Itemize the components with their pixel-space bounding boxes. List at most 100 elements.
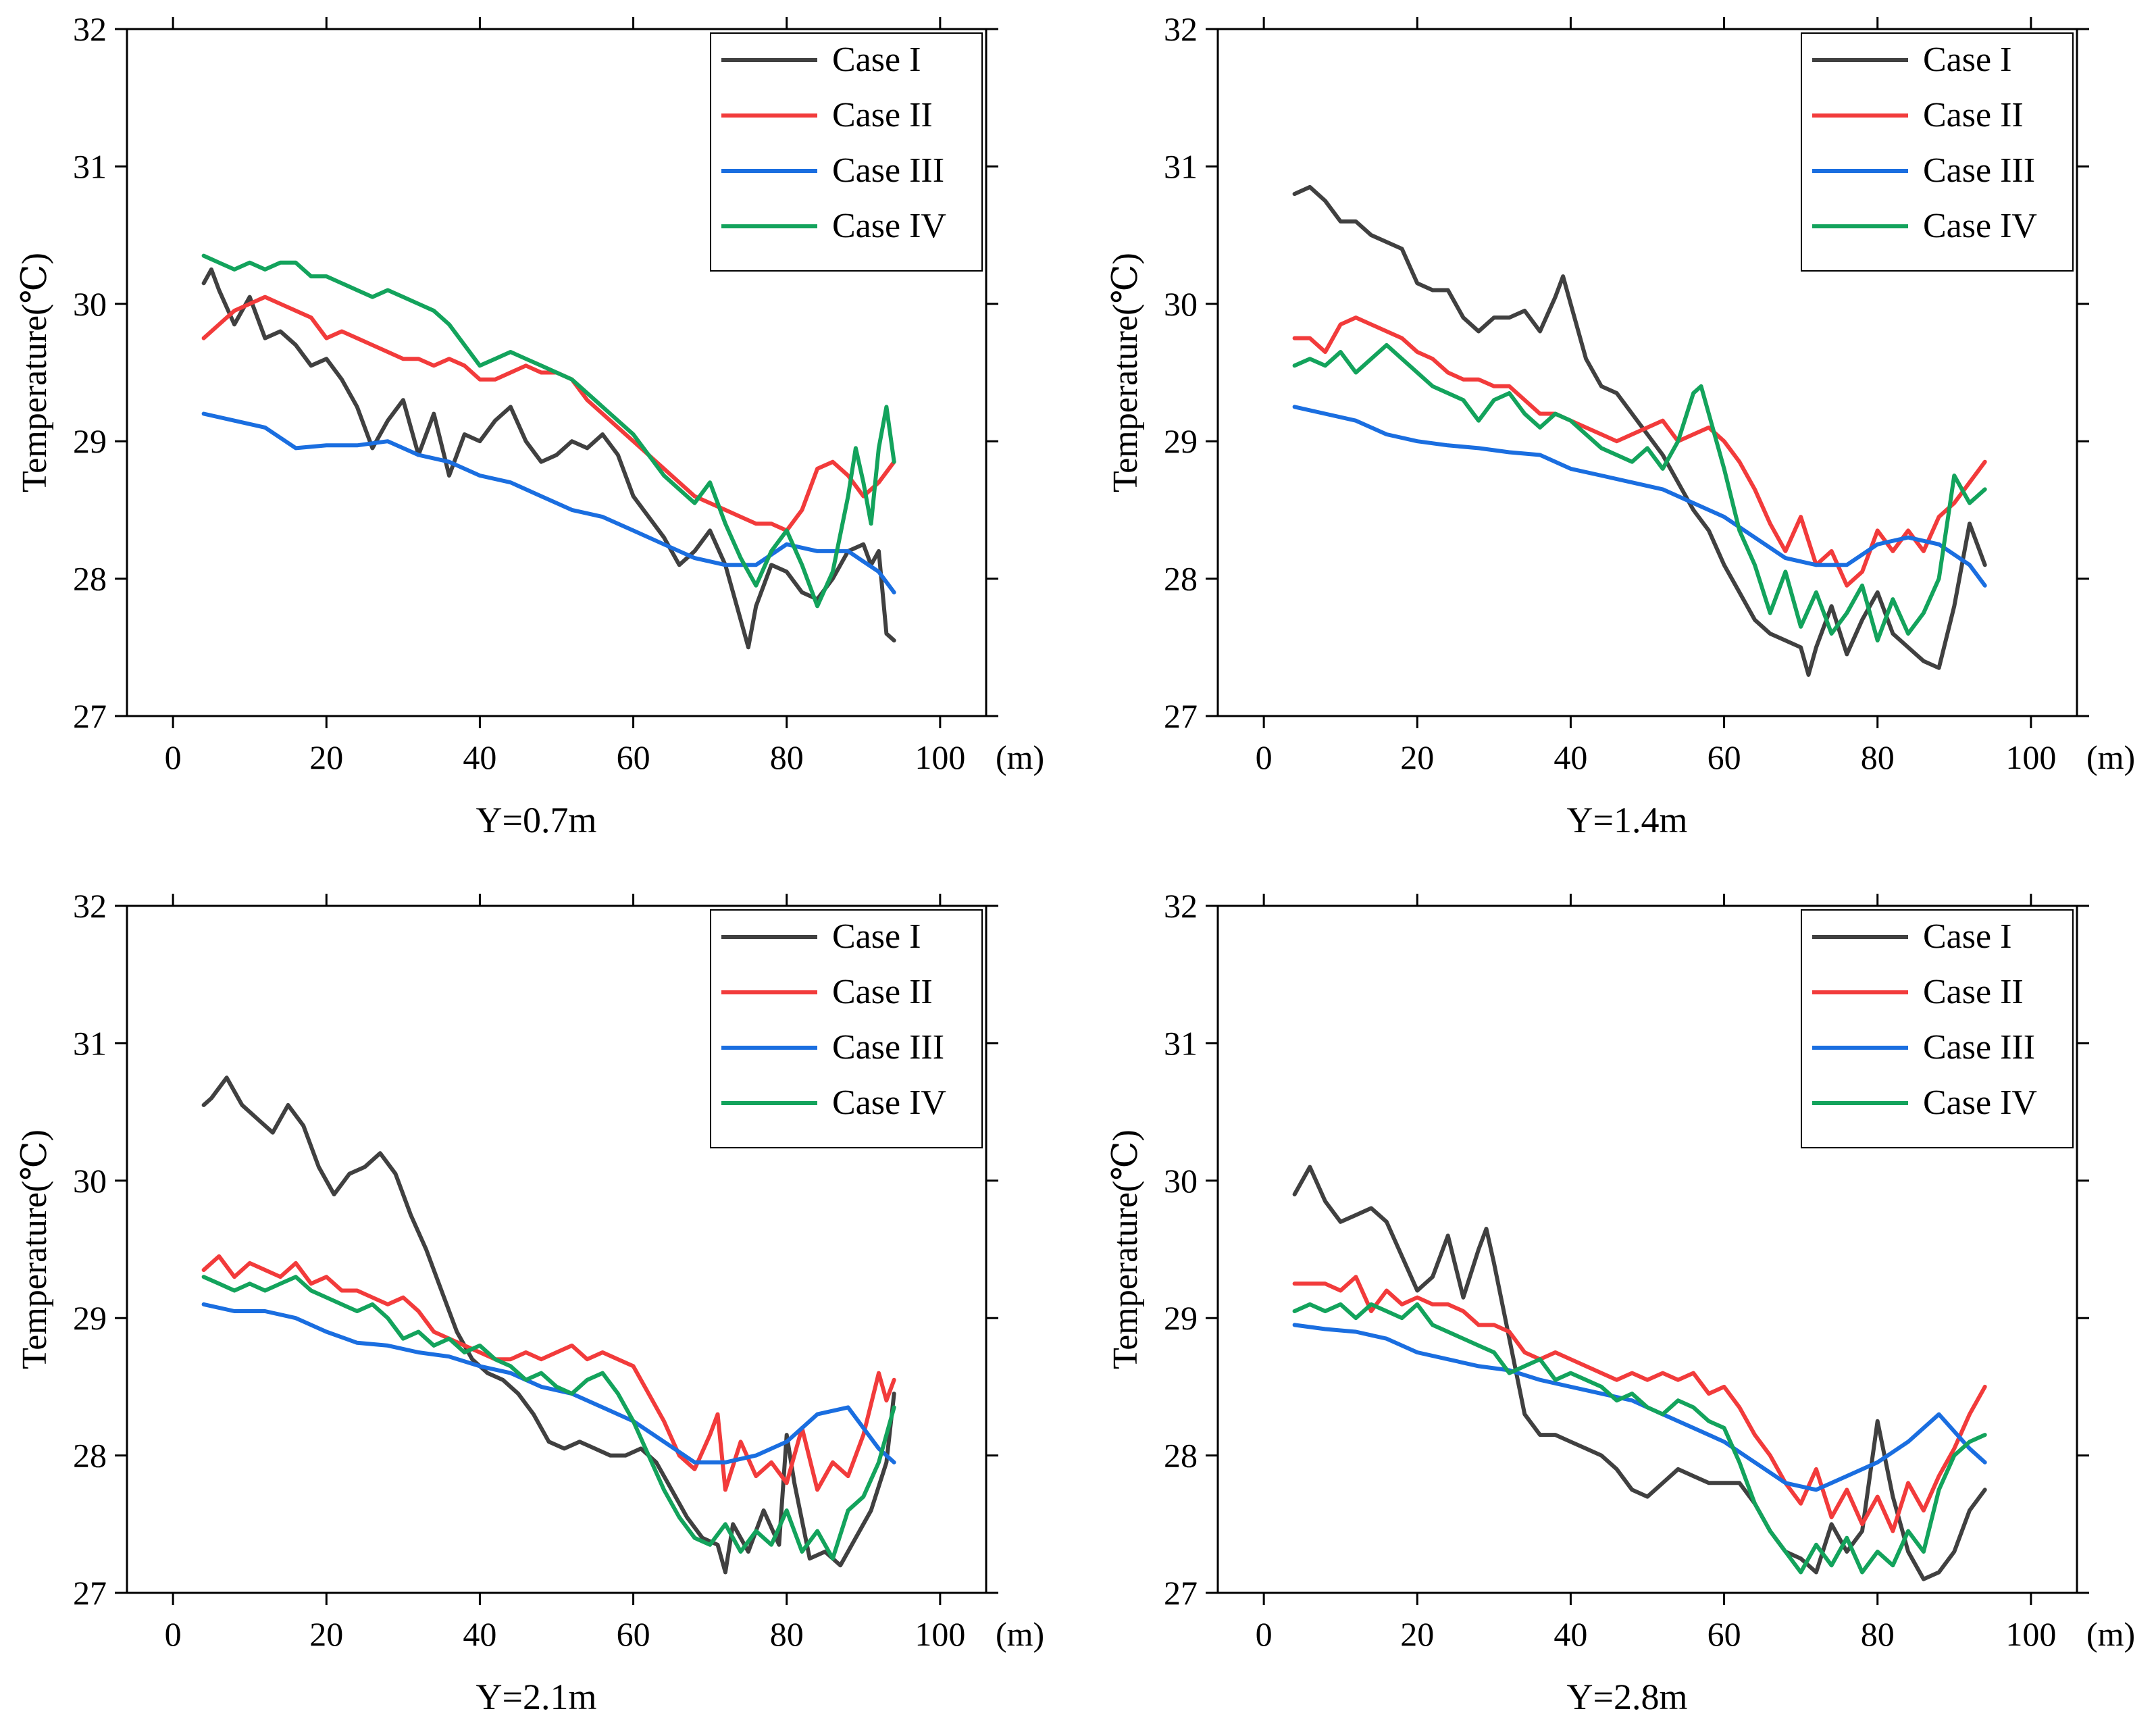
series-line-case-4	[201, 253, 896, 609]
series-line-case-3	[201, 1302, 896, 1465]
y-axis-label: Temperature(℃)	[16, 253, 54, 492]
legend-label-case-2: Case II	[832, 973, 933, 1011]
series-line-case-2	[201, 295, 896, 533]
series-line-case-3	[1292, 1323, 1987, 1492]
y-tick-label: 30	[1164, 285, 1198, 323]
legend-label-case-1: Case I	[832, 917, 921, 956]
chart-title: Y=1.4m	[1567, 800, 1688, 840]
series-line-case-4	[1292, 1302, 1987, 1575]
x-tick-label: 100	[915, 738, 965, 776]
legend-label-case-2: Case II	[1923, 96, 2024, 134]
series-line-case-1	[1292, 1165, 1987, 1581]
x-tick-label: 20	[1400, 738, 1434, 776]
plot-frame	[126, 28, 987, 717]
y-tick-label: 29	[1164, 1299, 1198, 1337]
x-tick-label: 60	[1708, 1615, 1741, 1653]
series-line-case-4	[201, 1275, 896, 1561]
legend-label-case-1: Case I	[832, 41, 921, 79]
y-axis-label: Temperature(℃)	[1106, 1129, 1145, 1369]
legend-frame	[710, 909, 983, 1148]
series-line-case-4	[1292, 342, 1987, 643]
x-tick-label: 60	[617, 738, 650, 776]
legend-label-case-3: Case III	[1923, 1028, 2035, 1067]
x-tick-label: 80	[1861, 1615, 1895, 1653]
plot-frame	[1216, 28, 2078, 717]
legend-label-case-3: Case III	[1923, 151, 2035, 190]
chart-panel-1: 0 20 40 60 80 100 27 28 29 30 31 32 (m) Temperature(℃…	[16, 10, 1044, 840]
legend-frame	[710, 32, 983, 272]
y-tick-label: 28	[1164, 1437, 1198, 1475]
chart-title: Y=2.8m	[1567, 1677, 1688, 1717]
x-axis-label: (m)	[2086, 1615, 2135, 1653]
series-line-case-2	[1292, 1275, 1987, 1533]
y-tick-label: 28	[73, 1437, 107, 1475]
x-tick-label: 40	[463, 738, 496, 776]
x-tick-label: 20	[1400, 1615, 1434, 1653]
legend-label-case-3: Case III	[832, 1028, 944, 1067]
legend-label-case-4: Case IV	[1923, 207, 2037, 245]
legend: Case I Case II Case III Case IV	[710, 32, 983, 272]
x-tick-label: 60	[1708, 738, 1741, 776]
series-group	[201, 1075, 896, 1575]
x-tick-label: 80	[770, 1615, 804, 1653]
legend-label-case-2: Case II	[832, 96, 933, 134]
y-axis-label: Temperature(℃)	[16, 1129, 54, 1369]
y-tick-label: 27	[1164, 1574, 1198, 1612]
series-line-case-1	[201, 1075, 896, 1575]
chart-title: Y=2.1m	[476, 1677, 597, 1717]
y-tick-label: 31	[73, 147, 107, 185]
x-tick-label: 60	[617, 1615, 650, 1653]
x-tick-label: 0	[1256, 1615, 1273, 1653]
x-tick-label: 100	[2005, 1615, 2056, 1653]
chart-panel-3: 0 20 40 60 80 100 27 28 29 30 31 32 (m) Temperature(℃…	[16, 887, 1044, 1717]
y-axis-label: Temperature(℃)	[1106, 253, 1145, 492]
series-line-case-2	[201, 1254, 896, 1492]
y-tick-label: 30	[1164, 1162, 1198, 1200]
y-tick-label: 27	[1164, 697, 1198, 735]
y-tick-label: 29	[73, 422, 107, 460]
series-group	[1292, 184, 1987, 677]
x-axis-label: (m)	[996, 1615, 1044, 1653]
legend-frame	[1801, 32, 2074, 272]
y-tick-label: 27	[73, 1574, 107, 1612]
x-tick-label: 40	[1554, 738, 1587, 776]
legend-frame	[1801, 909, 2074, 1148]
x-tick-label: 0	[165, 738, 182, 776]
y-tick-label: 28	[1164, 560, 1198, 598]
legend-label-case-3: Case III	[832, 151, 944, 190]
y-tick-label: 30	[73, 285, 107, 323]
y-tick-label: 30	[73, 1162, 107, 1200]
series-line-case-3	[201, 411, 896, 594]
legend: Case I Case II Case III Case IV	[1801, 909, 2074, 1148]
y-tick-label: 31	[1164, 147, 1198, 185]
x-tick-label: 0	[1256, 738, 1273, 776]
y-tick-label: 31	[1164, 1024, 1198, 1062]
x-tick-label: 40	[463, 1615, 496, 1653]
legend-label-case-4: Case IV	[832, 207, 946, 245]
y-tick-label: 31	[73, 1024, 107, 1062]
legend-label-case-4: Case IV	[832, 1084, 946, 1122]
legend-label-case-2: Case II	[1923, 973, 2024, 1011]
y-tick-label: 29	[1164, 422, 1198, 460]
legend-label-case-1: Case I	[1923, 41, 2011, 79]
series-line-case-1	[1292, 184, 1987, 677]
plot-frame	[1216, 905, 2078, 1594]
y-tick-label: 28	[73, 560, 107, 598]
legend-label-case-1: Case I	[1923, 917, 2011, 956]
legend-label-case-4: Case IV	[1923, 1084, 2037, 1122]
x-tick-label: 0	[165, 1615, 182, 1653]
x-tick-label: 80	[1861, 738, 1895, 776]
legend: Case I Case II Case III Case IV	[710, 909, 983, 1148]
x-tick-label: 20	[309, 738, 343, 776]
chart-title: Y=0.7m	[476, 800, 597, 840]
chart-panel-4: 0 20 40 60 80 100 27 28 29 30 31 32 (m) Temperature(℃…	[1106, 887, 2135, 1717]
y-tick-label: 32	[73, 887, 107, 925]
x-axis-label: (m)	[2086, 738, 2135, 776]
x-tick-label: 100	[2005, 738, 2056, 776]
x-tick-label: 80	[770, 738, 804, 776]
x-tick-label: 100	[915, 1615, 965, 1653]
series-group	[201, 253, 896, 650]
legend: Case I Case II Case III Case IV	[1801, 32, 2074, 272]
y-tick-label: 27	[73, 697, 107, 735]
